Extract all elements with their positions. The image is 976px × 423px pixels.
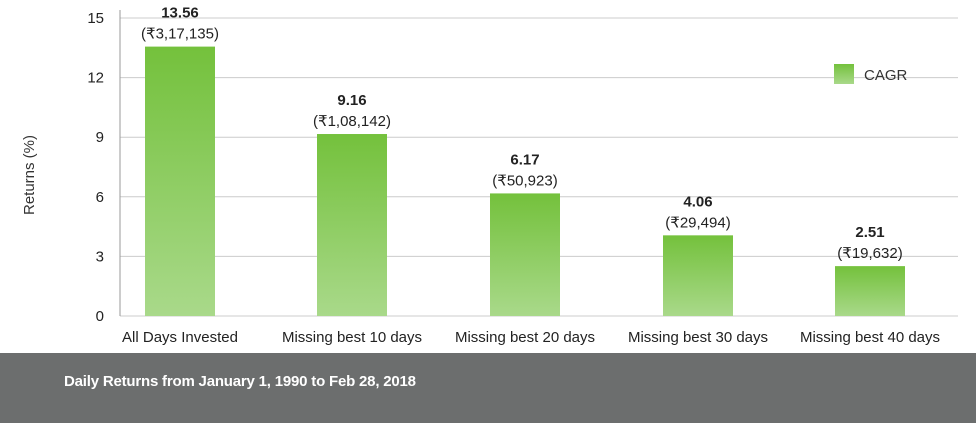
- bar-amount-label: (₹50,923): [492, 172, 557, 189]
- bar-amount-label: (₹29,494): [665, 214, 730, 231]
- y-tick-label: 12: [87, 70, 104, 87]
- footer-band: [0, 353, 976, 423]
- bar-value-label: 13.56: [161, 5, 199, 22]
- bar: [835, 266, 905, 316]
- y-axis-title: Returns (%): [21, 135, 38, 215]
- y-tick-label: 6: [96, 189, 104, 206]
- bar-value-label: 9.16: [337, 92, 366, 109]
- x-tick-label: Missing best 10 days: [282, 329, 422, 346]
- y-tick-label: 9: [96, 129, 104, 146]
- bar-value-label: 4.06: [683, 193, 712, 210]
- bar: [663, 235, 733, 316]
- legend: CAGR: [834, 64, 908, 84]
- x-tick-label: Missing best 40 days: [800, 329, 940, 346]
- bar: [317, 134, 387, 316]
- y-tick-label: 0: [96, 308, 104, 325]
- x-tick-label: Missing best 30 days: [628, 329, 768, 346]
- bar-value-label: 2.51: [855, 224, 884, 241]
- x-tick-label: All Days Invested: [122, 329, 238, 346]
- y-tick-label: 3: [96, 248, 104, 265]
- y-tick-label: 15: [87, 10, 104, 27]
- x-tick-label: Missing best 20 days: [455, 329, 595, 346]
- bar: [490, 193, 560, 316]
- bar-value-label: 6.17: [510, 151, 539, 168]
- bar-amount-label: (₹1,08,142): [313, 113, 391, 130]
- returns-bar-chart: (₹3,17,135) 13.56 (₹1,08,142) 9.16 (₹50,923)…: [21, 5, 958, 346]
- bar-amount-label: (₹19,632): [837, 245, 902, 262]
- legend-label: CAGR: [864, 67, 908, 84]
- legend-swatch: [834, 64, 854, 84]
- bar-amount-label: (₹3,17,135): [141, 26, 219, 43]
- footer-note: Daily Returns from January 1, 1990 to Fe…: [64, 373, 416, 390]
- bar: [145, 46, 215, 316]
